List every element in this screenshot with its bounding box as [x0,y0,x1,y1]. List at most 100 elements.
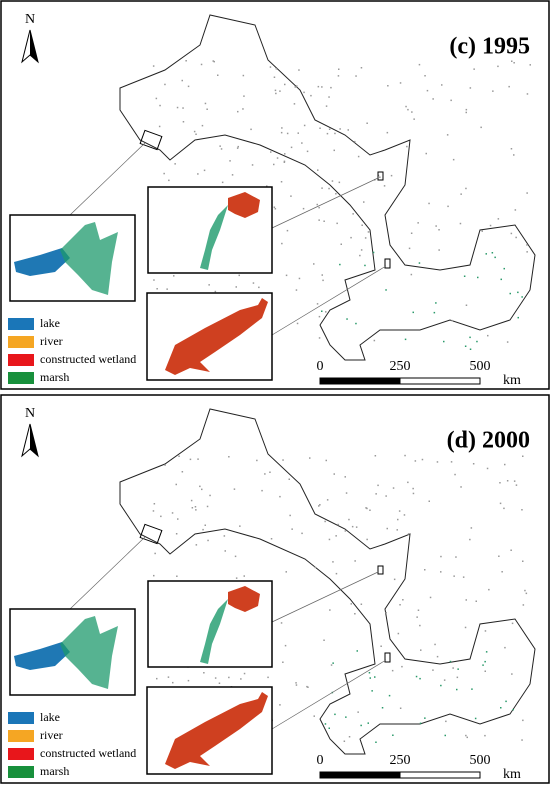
wetland-pixel [302,207,305,210]
wetland-pixel [454,473,456,476]
wetland-pixel [474,717,477,720]
wetland-pixel [204,524,206,526]
wetland-pixel [399,82,402,84]
wetland-pixel [393,578,396,581]
wetland-pixel [231,174,234,176]
wetland-pixel [506,480,509,482]
wetland-pixel [463,275,466,277]
wetland-pixel [164,464,166,466]
wetland-pixel [243,95,245,97]
legend-label: constructed wetland [40,746,136,760]
wetland-pixel [405,105,407,108]
wetland-pixel [344,476,346,478]
wetland-pixel [306,685,308,688]
wetland-pixel [464,345,467,347]
wetland-pixel [485,253,487,255]
wetland-pixel [401,665,403,668]
wetland-pixel [443,679,446,681]
wetland-pixel [279,90,281,92]
wetland-pixel [360,249,363,251]
wetland-pixel [375,741,377,743]
north-label: N [25,406,35,421]
wetland-pixel [319,504,321,506]
scale-label: 0 [317,753,324,768]
wetland-pixel [484,630,487,632]
wetland-pixel [414,460,417,462]
wetland-pixel [175,533,178,535]
wetland-pixel [473,68,475,70]
wetland-pixel [404,338,407,341]
wetland-pixel [214,677,217,679]
wetland-pixel [451,319,453,322]
wetland-pixel [345,492,348,494]
wetland-pixel [267,676,269,679]
wetland-pixel [221,181,224,184]
wetland-pixel [252,282,255,284]
wetland-pixel [275,68,278,70]
wetland-pixel [282,459,284,461]
wetland-pixel [197,458,199,460]
wetland-pixel [295,289,298,291]
wetland-pixel [291,528,293,530]
inset-constructed [165,692,268,769]
wetland-pixel [361,224,363,226]
wetland-pixel [197,173,199,175]
wetland-pixel [343,740,346,742]
locator-box [377,171,384,181]
wetland-pixel [313,715,315,717]
wetland-pixel [307,686,309,688]
wetland-pixel [509,292,511,295]
wetland-pixel [487,334,489,337]
wetland-pixel [525,592,528,595]
wetland-pixel [156,288,158,290]
leader-line [271,177,379,229]
wetland-pixel [497,65,499,68]
wetland-pixel [432,98,434,100]
wetland-pixel [326,499,329,501]
leader-line [271,659,387,730]
wetland-pixel [321,86,323,88]
wetland-pixel [270,538,273,540]
wetland-pixel [465,599,467,601]
wetland-pixel [417,609,420,611]
wetland-pixel [453,575,455,577]
inset-marsh [200,599,228,664]
wetland-pixel [366,507,368,510]
wetland-pixel [279,495,281,498]
scale-bar-black [319,771,401,779]
wetland-pixel [465,187,467,190]
wetland-pixel [284,644,287,647]
inset-constructed [228,586,260,612]
wetland-pixel [295,684,298,686]
panel-title: (d) 2000 [447,428,530,454]
wetland-pixel [269,471,271,473]
wetland-pixel [178,455,180,457]
leader-line [271,571,379,623]
wetland-pixel [201,124,204,127]
wetland-pixel [283,161,286,163]
wetland-pixel [477,276,479,279]
wetland-pixel [199,485,201,488]
wetland-pixel [285,274,288,277]
wetland-pixel [219,145,221,147]
wetland-pixel [355,322,357,325]
wetland-pixel [284,153,286,155]
wetland-pixel [242,108,244,110]
wetland-pixel [440,571,442,573]
wetland-pixel [398,510,401,512]
wetland-pixel [512,708,514,711]
wetland-pixel [397,632,400,635]
wetland-pixel [419,624,421,627]
wetland-pixel [475,600,477,602]
wetland-pixel [281,127,283,129]
wetland-pixel [465,734,467,737]
wetland-pixel [438,229,440,231]
wetland-pixel [381,707,384,709]
wetland-pixel [208,284,210,286]
wetland-pixel [313,263,315,265]
wetland-pixel [392,487,395,489]
panel-border [0,394,550,784]
wetland-pixel [513,62,515,64]
locator-box [139,129,163,151]
wetland-pixel [298,69,300,71]
